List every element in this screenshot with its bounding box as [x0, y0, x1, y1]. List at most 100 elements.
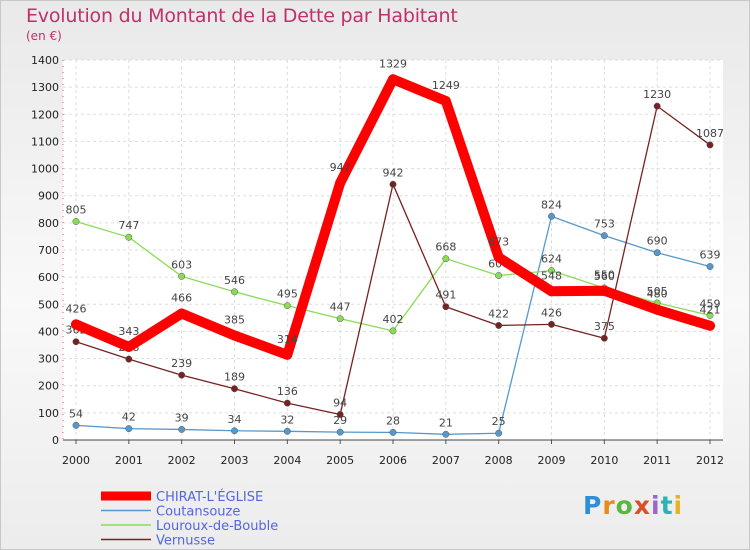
data-point [123, 341, 134, 352]
legend-label: Louroux-de-Bouble [156, 519, 278, 534]
data-point [440, 95, 451, 106]
y-tick-label: 1000 [31, 163, 59, 176]
data-label: 343 [118, 325, 139, 338]
data-label: 747 [118, 219, 139, 232]
data-point [599, 285, 610, 296]
x-tick-label: 2007 [432, 454, 460, 467]
data-point [493, 252, 504, 263]
y-tick-label: 700 [38, 244, 59, 257]
data-point [652, 304, 663, 315]
data-point [72, 218, 80, 225]
chart-title: Evolution du Montant de la Dette par Hab… [26, 5, 458, 27]
data-label: 29 [333, 414, 347, 427]
data-label: 624 [541, 253, 562, 266]
data-label: 505 [647, 285, 668, 298]
data-label: 548 [541, 269, 562, 282]
data-label: 28 [386, 414, 400, 427]
data-label: 495 [277, 288, 298, 301]
data-point [125, 425, 133, 433]
x-tick-label: 2006 [379, 454, 407, 467]
data-label: 39 [175, 411, 189, 424]
legend-label: Coutansouze [156, 505, 240, 520]
x-tick-label: 2012 [696, 454, 724, 467]
data-label: 314 [277, 333, 298, 346]
y-tick-label: 200 [38, 380, 59, 393]
data-label: 491 [435, 289, 456, 302]
data-label: 402 [383, 313, 404, 326]
data-point [335, 177, 346, 188]
legend-label: Vernusse [156, 534, 215, 549]
data-point [389, 428, 397, 436]
x-tick-label: 2009 [538, 454, 566, 467]
data-label: 639 [700, 249, 721, 262]
data-point [442, 430, 450, 438]
data-label: 690 [647, 235, 668, 248]
data-label: 34 [228, 413, 242, 426]
data-point [442, 255, 450, 263]
x-tick-label: 2008 [485, 454, 513, 467]
data-point [336, 428, 344, 436]
data-point [283, 427, 291, 435]
data-point [495, 322, 503, 329]
data-label: 942 [383, 166, 404, 179]
data-label: 805 [66, 204, 87, 217]
data-label: 546 [224, 274, 245, 287]
y-tick-label: 1200 [31, 108, 59, 121]
data-label: 668 [435, 241, 456, 254]
x-tick-label: 2004 [273, 454, 301, 467]
data-point [125, 355, 133, 363]
data-point [653, 102, 661, 110]
x-tick-label: 2000 [62, 454, 90, 467]
data-point [283, 399, 291, 407]
data-point [546, 286, 557, 297]
data-point [231, 288, 238, 296]
data-point [336, 315, 344, 323]
data-point [706, 141, 714, 149]
data-label: 426 [541, 306, 562, 319]
data-point [176, 308, 187, 319]
data-point [389, 180, 397, 188]
data-label: 550 [594, 269, 615, 282]
data-point [653, 249, 661, 257]
data-point [178, 425, 186, 433]
data-label: 459 [700, 297, 721, 310]
data-label: 136 [277, 385, 298, 398]
data-label: 1230 [643, 88, 671, 101]
data-label: 480 [647, 288, 668, 301]
data-label: 426 [66, 302, 87, 315]
data-label: 385 [224, 314, 245, 327]
data-label: 421 [700, 304, 721, 317]
data-label: 560 [594, 270, 615, 283]
data-point [72, 338, 80, 346]
data-point [389, 327, 397, 335]
y-tick-label: 100 [38, 407, 59, 420]
chart-subtitle: (en €) [26, 29, 62, 43]
y-tick-label: 300 [38, 353, 59, 366]
x-tick-label: 2011 [643, 454, 671, 467]
data-point [495, 429, 503, 437]
y-tick-label: 800 [38, 217, 59, 230]
data-label: 42 [122, 411, 136, 424]
data-label: 1249 [432, 79, 460, 92]
data-point [442, 303, 450, 311]
data-point [706, 311, 714, 319]
data-point [705, 320, 715, 331]
data-point [72, 421, 80, 429]
data-label: 32 [280, 413, 294, 426]
data-point [178, 272, 186, 280]
data-label: 824 [541, 198, 562, 211]
legend-label: CHIRAT-L'ÉGLISE [156, 489, 263, 505]
data-label: 375 [594, 320, 615, 333]
data-point [548, 267, 555, 275]
data-point [71, 319, 81, 330]
data-point [600, 334, 608, 342]
x-tick-label: 2010 [590, 454, 618, 467]
y-tick-label: 900 [38, 190, 59, 203]
data-point [125, 233, 133, 241]
proxiti-logo: Proxiti [583, 491, 684, 520]
x-tick-label: 2001 [115, 454, 143, 467]
x-tick-label: 2005 [326, 454, 354, 467]
data-point [600, 232, 608, 240]
data-point [388, 74, 398, 85]
